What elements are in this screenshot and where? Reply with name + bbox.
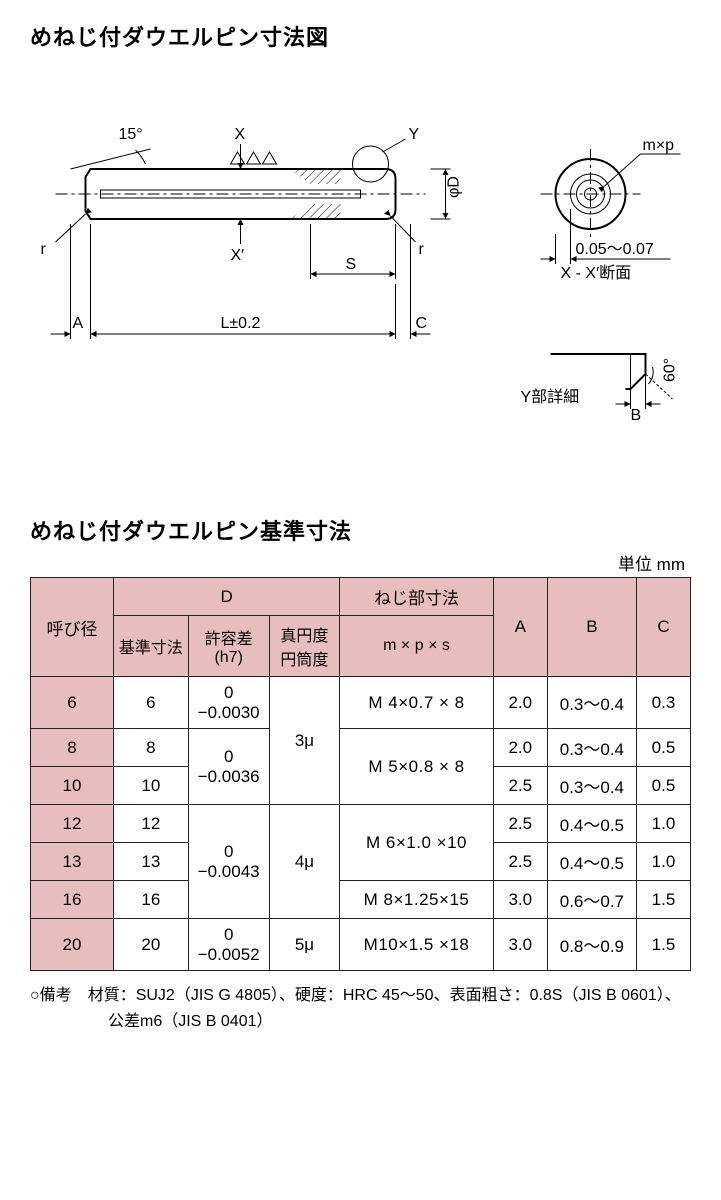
cell-mps: M 5×0.8 × 8 [340,729,494,805]
label-S: S [346,256,357,273]
label-mxp: m×p [643,137,675,154]
cell-C: 0.3 [636,677,690,729]
table-row: 20 20 0 −0.0052 5μ M10×1.5 ×18 3.0 0.8～0… [31,919,691,971]
cell-dia: 20 [31,919,114,971]
diagram-title: めねじ付ダウエルピン寸法図 [30,20,691,52]
cell-dia: 8 [31,729,114,767]
cell-B: 0.6～0.7 [547,881,636,919]
cell-B: 0.3～0.4 [547,767,636,805]
tol-bot: −0.0043 [198,862,260,881]
tol-top: 0 [224,747,233,766]
table-row: 8 8 0 −0.0036 M 5×0.8 × 8 2.0 0.3～0.4 0.… [31,729,691,767]
label-r-left: r [41,241,47,258]
label-A: A [73,315,84,332]
th-D-round: 真円度 円筒度 [269,616,340,677]
label-C: C [416,315,428,332]
label-B: B [631,407,642,424]
cell-base: 6 [114,677,189,729]
spec-table: 呼び径 D ねじ部寸法 A B C 基準寸法 許容差 (h7) 真円度 円筒度 … [30,577,691,971]
cell-round: 5μ [269,919,340,971]
label-15deg: 15° [119,126,143,143]
cell-C: 1.0 [636,843,690,881]
cell-dia: 6 [31,677,114,729]
cell-base: 8 [114,729,189,767]
cell-dia: 16 [31,881,114,919]
label-X: X [235,126,246,143]
cell-C: 0.5 [636,729,690,767]
th-mps: m × p × s [340,616,494,677]
diagram-area: 15° X X′ Y r r φD S A L±0.2 C [30,64,691,424]
label-L: L±0.2 [221,315,261,332]
cell-base: 16 [114,881,189,919]
cell-base: 20 [114,919,189,971]
cell-A: 2.0 [493,729,547,767]
label-Ydetail: Y部詳細 [521,388,580,406]
diagram-svg: 15° X X′ Y r r φD S A L±0.2 C [30,64,691,424]
table-row: 6 6 0 −0.0030 3μ M 4×0.7 × 8 2.0 0.3～0.4… [31,677,691,729]
cell-tol: 0 −0.0030 [188,677,269,729]
cell-dia: 13 [31,843,114,881]
cell-C: 1.5 [636,881,690,919]
table-section: めねじ付ダウエルピン基準寸法 単位 mm 呼び径 D ねじ部寸法 A B C 基… [30,514,691,1034]
cell-A: 2.5 [493,805,547,843]
cell-A: 2.5 [493,767,547,805]
cell-A: 2.0 [493,677,547,729]
tol-top: 0 [224,842,233,861]
cell-tol: 0 −0.0052 [188,919,269,971]
cell-C: 0.5 [636,767,690,805]
cell-C: 1.0 [636,805,690,843]
th-D-base: 基準寸法 [114,616,189,677]
label-section: X - X′断面 [561,264,632,282]
tol-top: 0 [224,925,233,944]
th-D-tol: 許容差 (h7) [188,616,269,677]
label-r-right: r [419,241,425,258]
cell-C: 1.5 [636,919,690,971]
cell-tol: 0 −0.0043 [188,805,269,919]
th-B: B [547,578,636,677]
cell-A: 2.5 [493,843,547,881]
cell-mps: M 8×1.25×15 [340,881,494,919]
th-A: A [493,578,547,677]
th-thread: ねじ部寸法 [340,578,494,616]
cell-round: 3μ [269,677,340,805]
cell-round: 4μ [269,805,340,919]
cell-tol: 0 −0.0036 [188,729,269,805]
cell-base: 13 [114,843,189,881]
table-header-row1: 呼び径 D ねじ部寸法 A B C [31,578,691,616]
note-prefix: ○備考 [30,987,72,1004]
table-row: 16 16 M 8×1.25×15 3.0 0.6～0.7 1.5 [31,881,691,919]
label-Y: Y [409,126,420,143]
tol-bot: −0.0036 [198,767,260,786]
cell-mps: M 6×1.0 ×10 [340,805,494,881]
note-line2: 公差m6（JIS B 0401） [30,1013,273,1030]
cell-base: 12 [114,805,189,843]
tol-top: 0 [224,683,233,702]
cell-B: 0.8～0.9 [547,919,636,971]
cell-A: 3.0 [493,919,547,971]
note-block: ○備考 材質：SUJ2（JIS G 4805）、硬度：HRC 45～50、表面粗… [30,983,691,1034]
tol-bot: −0.0030 [198,703,260,722]
tol-bot: −0.0052 [198,945,260,964]
cell-B: 0.4～0.5 [547,843,636,881]
cell-mps: M 4×0.7 × 8 [340,677,494,729]
th-dia: 呼び径 [31,578,114,677]
cell-dia: 10 [31,767,114,805]
note-line1: 材質：SUJ2（JIS G 4805）、硬度：HRC 45～50、表面粗さ：0.… [88,987,681,1004]
table-row: 12 12 0 −0.0043 4μ M 6×1.0 ×10 2.5 0.4～0… [31,805,691,843]
cell-base: 10 [114,767,189,805]
unit-label: 単位 mm [30,550,691,575]
cell-B: 0.3～0.4 [547,677,636,729]
cell-A: 3.0 [493,881,547,919]
label-runout: 0.05～0.07 [576,241,654,258]
th-D: D [114,578,340,616]
cell-dia: 12 [31,805,114,843]
cell-B: 0.3～0.4 [547,729,636,767]
th-C: C [636,578,690,677]
cell-mps: M10×1.5 ×18 [340,919,494,971]
cell-B: 0.4～0.5 [547,805,636,843]
label-phiD: φD [446,176,463,198]
table-title: めねじ付ダウエルピン基準寸法 [30,514,691,546]
label-Xp: X′ [231,247,245,264]
label-60deg: 60° [662,358,679,382]
